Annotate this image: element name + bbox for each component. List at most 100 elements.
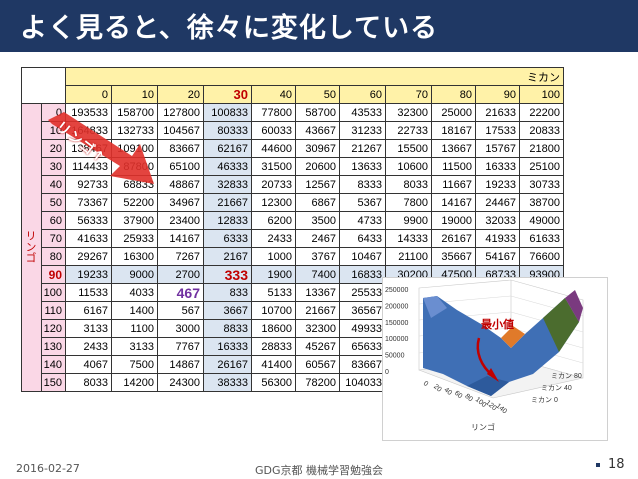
table-cell: 19000 [431,211,476,230]
table-cell: 7267 [157,247,204,266]
table-cell: 43533 [339,103,386,122]
table-cell: 2467 [295,229,340,248]
table-cell: 21633 [475,103,520,122]
chart-z-tick: 150000 [385,320,408,327]
chart-x-tick: 40 [443,387,454,397]
table-cell: 43667 [295,121,340,140]
table-cell: 8333 [339,175,386,194]
table-cell: 22200 [519,103,564,122]
table-cell: 16333 [475,157,520,176]
row-header-120: 120 [41,319,66,338]
table-cell: 28833 [251,337,296,356]
chart-x-tick: 140 [495,403,509,416]
table-cell: 24467 [475,193,520,212]
table-cell: 12833 [203,211,252,230]
table-cell: 65633 [339,337,386,356]
table-cell: 104567 [157,121,204,140]
table-cell: 193533 [65,103,112,122]
table-cell: 6333 [203,229,252,248]
table-cell: 1000 [251,247,296,266]
table-cell: 35667 [431,247,476,266]
table-cell: 24300 [157,373,204,392]
table-cell: 76600 [519,247,564,266]
table-row: 130 2433 3133 7767 16333 28833 45267 65633 [22,337,564,356]
chart-x-tick: 60 [453,390,464,400]
table-cell: 13633 [339,157,386,176]
chart-x-label: リンゴ [471,422,495,432]
column-header-90: 90 [475,85,520,104]
footer-event: GDG京都 機械学習勉強会 [255,464,384,477]
table-cell: 14333 [385,229,432,248]
table-cell: 23400 [157,211,204,230]
slide-title: よく見ると、徐々に変化している [20,13,439,44]
table-cell: 29267 [65,247,112,266]
table-cell: 10467 [339,247,386,266]
table-cell: 4033 [111,283,158,302]
table-cell: 104033 [339,373,386,392]
row-header-150: 150 [41,373,66,392]
table-cell: 41933 [475,229,520,248]
chart-z-tick: 250000 [385,287,408,294]
table-cell: 13667 [431,139,476,158]
table-cell: 26167 [203,355,252,374]
mikan-header: ミカン [65,67,564,86]
table-row: 50 73367 52200 34967 21667 12300 6867 5367 7800 1… [22,193,564,212]
table-cell: 30967 [295,139,340,158]
table-cell: 25100 [519,157,564,176]
footer-date: 2016-02-27 [16,462,80,475]
table-cell: 7800 [385,193,432,212]
table-cell: 26167 [431,229,476,248]
row-header-100: 100 [41,283,66,302]
table-cell: 127800 [157,103,204,122]
table-cell: 65100 [157,157,204,176]
surface-chart: 250000 200000 150000 100000 50000 0 0 20 40 60 80… [382,277,608,441]
table-cell: 25533 [339,283,386,302]
table-row: 3011443387800651004633331500206001363310… [22,157,564,176]
table-row: 70 41633 25933 14167 6333 2433 2467 6433 14333 26… [22,229,564,248]
table-row: 80 29267 16300 7267 2167 1000 3767 10467 21100 35… [22,247,564,266]
data-table: ミカン 0 10 20 30 40 50 60 70 80 90 100 リンゴ 0 193533 15870… [21,67,564,392]
table-corner [21,67,66,104]
table-cell: 34967 [157,193,204,212]
table-cell: 17533 [475,121,520,140]
row-header-20: 20 [41,139,66,158]
table-cell: 8833 [203,319,252,338]
table-cell: 2700 [157,265,204,284]
table-cell: 37900 [111,211,158,230]
row-header-80: 80 [41,247,66,266]
table-cell: 25000 [431,103,476,122]
table-cell: 19233 [65,265,112,284]
table-row: 40 92733 68833 48867 32833 20733 12567 8333 8033… [22,175,564,194]
chart-x-tick: 0 [422,380,430,388]
column-header-30: 30 [203,85,252,104]
chart-z-tick: 0 [385,369,389,376]
ringo-header: リンゴ [21,103,42,392]
table-row: リンゴ 0 193533 158700 127800 100833 77800 58700 43… [21,103,564,392]
table-cell: 38333 [203,373,252,392]
row-header-70: 70 [41,229,66,248]
table-cell: 31233 [339,121,386,140]
table-cell: 21667 [203,193,252,212]
table-cell: 25933 [111,229,158,248]
table-cell: 49000 [519,211,564,230]
table-cell: 11500 [431,157,476,176]
table-cell: 73367 [65,193,112,212]
table-cell: 5367 [339,193,386,212]
table-cell: 32300 [385,103,432,122]
table-cell: 30733 [519,175,564,194]
table-cell: 6433 [339,229,386,248]
table-cell: 52200 [111,193,158,212]
column-header-50: 50 [295,85,340,104]
table-cell: 4733 [339,211,386,230]
row-header-110: 110 [41,301,66,320]
table-cell: 80333 [203,121,252,140]
table-cell: 2167 [203,247,252,266]
table-cell: 58700 [295,103,340,122]
table-cell: 92733 [65,175,112,194]
table-row: 1016483313273310456780333600334366731233… [22,121,564,140]
chart-x-tick: 80 [463,393,474,403]
column-header-40: 40 [251,85,296,104]
table-cell: 467 [157,283,204,302]
table-cell: 21267 [339,139,386,158]
